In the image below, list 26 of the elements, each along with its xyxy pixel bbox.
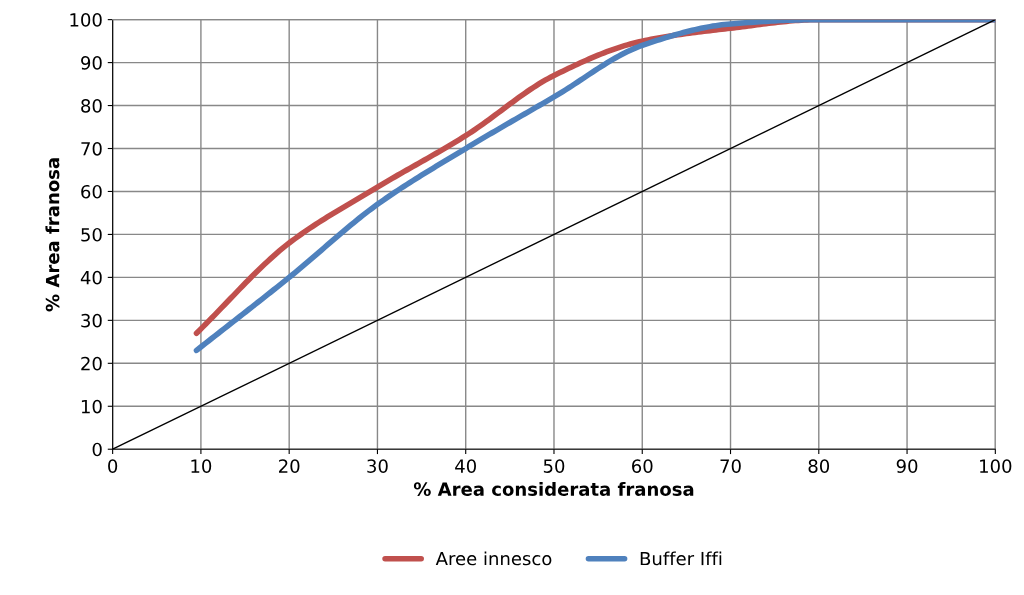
y-tick-label: 0 bbox=[92, 442, 102, 457]
x-tick-label: 90 bbox=[896, 459, 918, 473]
y-axis-title: % Area franosa bbox=[45, 158, 60, 312]
y-tick-label: 80 bbox=[81, 99, 102, 113]
y-tick-label: 70 bbox=[81, 141, 102, 156]
y-tick-label: 60 bbox=[81, 184, 102, 199]
y-tick-label: 20 bbox=[81, 356, 102, 371]
x-tick-label: 30 bbox=[367, 459, 388, 473]
x-tick-label: 20 bbox=[279, 459, 300, 473]
x-tick-label: 0 bbox=[108, 459, 118, 473]
legend-label: Buffer Iffi bbox=[640, 551, 722, 566]
x-tick-label: 100 bbox=[980, 459, 1012, 473]
y-tick-label: 10 bbox=[81, 399, 102, 414]
x-tick-label: 10 bbox=[191, 459, 212, 473]
y-tick-label: 100 bbox=[70, 13, 102, 27]
x-tick-label: 40 bbox=[455, 459, 476, 473]
x-tick-label: 70 bbox=[720, 459, 741, 473]
y-tick-label: 40 bbox=[80, 270, 102, 285]
y-tick-label: 50 bbox=[81, 227, 102, 242]
legend-label: Aree innesco bbox=[435, 551, 552, 566]
x-tick-label: 60 bbox=[632, 459, 653, 473]
y-tick-label: 90 bbox=[81, 56, 102, 70]
x-tick-label: 50 bbox=[543, 459, 565, 473]
x-axis-title: % Area considerata franosa bbox=[413, 481, 694, 496]
y-tick-label: 30 bbox=[81, 313, 102, 328]
x-tick-label: 80 bbox=[808, 459, 830, 473]
